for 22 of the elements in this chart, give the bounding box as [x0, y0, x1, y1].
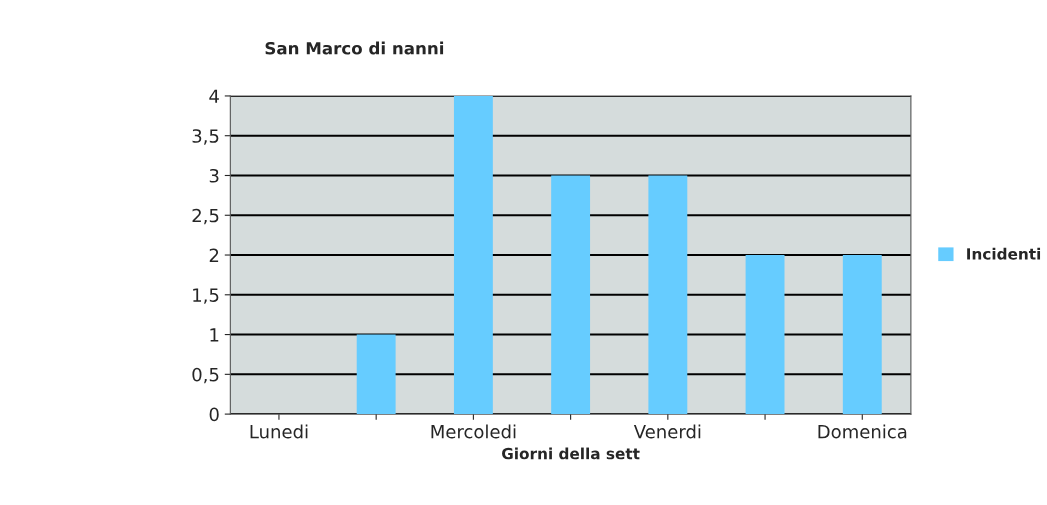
- y-tick-label: 2,5: [192, 208, 219, 225]
- chart-title: San Marco di nanni: [265, 41, 444, 55]
- x-tick-label: Venerdi: [633, 424, 701, 439]
- x-tick-label: Lunedi: [250, 424, 308, 439]
- bar: [551, 175, 591, 415]
- bar: [745, 255, 785, 415]
- x-axis-title: Giorni della sett: [502, 447, 640, 460]
- bar: [648, 175, 688, 415]
- y-tick-label: 3,5: [192, 129, 219, 145]
- x-tick-label: Domenica: [818, 424, 907, 439]
- y-tick-label: 1: [210, 328, 219, 342]
- y-tick-label: 2: [209, 248, 219, 262]
- bar: [356, 334, 396, 415]
- legend-label: Incidenti: [967, 247, 1041, 260]
- y-tick-label: 3: [209, 168, 219, 183]
- bar: [842, 255, 882, 415]
- y-tick-label: 0: [209, 407, 219, 422]
- y-tick-label: 0,5: [192, 367, 219, 384]
- x-tick-label: Mercoledi: [431, 424, 516, 439]
- y-tick-label: 1,5: [193, 288, 219, 304]
- y-tick-label: 4: [209, 89, 219, 103]
- bar: [453, 95, 493, 415]
